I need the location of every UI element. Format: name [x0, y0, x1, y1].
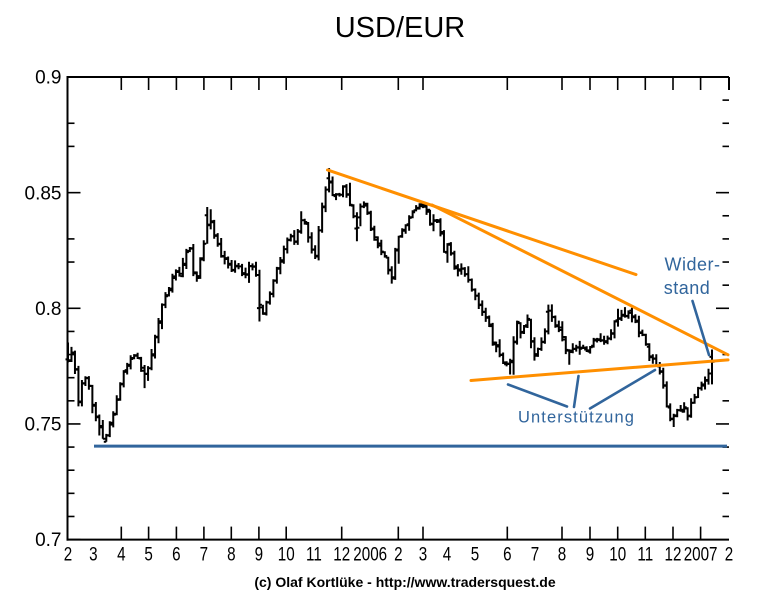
x-tick-label: 4 — [117, 543, 126, 565]
x-tick-label: 8 — [227, 543, 235, 565]
annotation-pointer-line — [691, 299, 711, 357]
annotations: Wider- stand Unterstützung — [506, 255, 721, 427]
y-tick-label: 0.7 — [35, 530, 61, 551]
chart-title: USD/EUR — [335, 12, 466, 44]
y-tick-label: 0.9 — [35, 68, 61, 89]
x-tick-label: 2007 — [684, 543, 718, 565]
plot-border-left-top — [66, 76, 729, 541]
trendline-support — [469, 358, 730, 382]
x-tick-label: 12 — [665, 543, 682, 565]
x-tick-label: 3 — [419, 543, 427, 565]
y-tick-label: 0.75 — [25, 415, 62, 436]
annotation-pointer-line — [506, 383, 569, 408]
x-tick-label: 11 — [306, 543, 322, 565]
annotation-pointer-line — [588, 368, 657, 410]
x-tick-label: 5 — [471, 543, 479, 565]
x-tick-label: 4 — [443, 543, 452, 565]
x-tick-label: 2006 — [353, 543, 387, 565]
x-tick-label: 7 — [200, 543, 208, 565]
x-tick-label: 2 — [725, 543, 733, 565]
x-tick-label: 8 — [558, 543, 566, 565]
x-tick-label: 2 — [64, 543, 72, 565]
y-tick-label: 0.8 — [35, 299, 61, 320]
x-tick-label: 5 — [144, 543, 152, 565]
x-tick-label: 10 — [278, 543, 295, 565]
ohlc-bars-path — [65, 168, 715, 443]
axes: 0.90.850.80.750.72 3 4 5 6 7 8 9 10 11 12 2006 2 3 4 5 6… — [25, 68, 734, 565]
widerstand-label-line2: stand — [664, 278, 711, 298]
trendlines — [326, 168, 730, 382]
unterstuetzung-label: Unterstützung — [518, 409, 635, 427]
x-tick-label: 7 — [531, 543, 539, 565]
x-tick-label: 6 — [503, 543, 511, 565]
annotation-pointer-line — [572, 374, 580, 409]
x-tick-label: 9 — [586, 543, 594, 565]
trendline-resistance-lower — [430, 203, 730, 357]
x-tick-label: 2 — [394, 543, 402, 565]
x-tick-label: 3 — [89, 543, 97, 565]
trendline-resistance-upper — [326, 168, 638, 277]
widerstand-label-line1: Wider- — [665, 255, 721, 275]
x-tick-label: 10 — [609, 543, 626, 565]
x-tick-label: 9 — [255, 543, 263, 565]
x-tick-label: 12 — [333, 543, 350, 565]
x-tick-label: 6 — [172, 543, 180, 565]
price-series — [65, 168, 715, 443]
y-tick-label: 0.85 — [25, 183, 62, 204]
copyright-caption: (c) Olaf Kortlüke - http://www.tradersqu… — [254, 574, 556, 590]
x-tick-label: 11 — [637, 543, 653, 565]
